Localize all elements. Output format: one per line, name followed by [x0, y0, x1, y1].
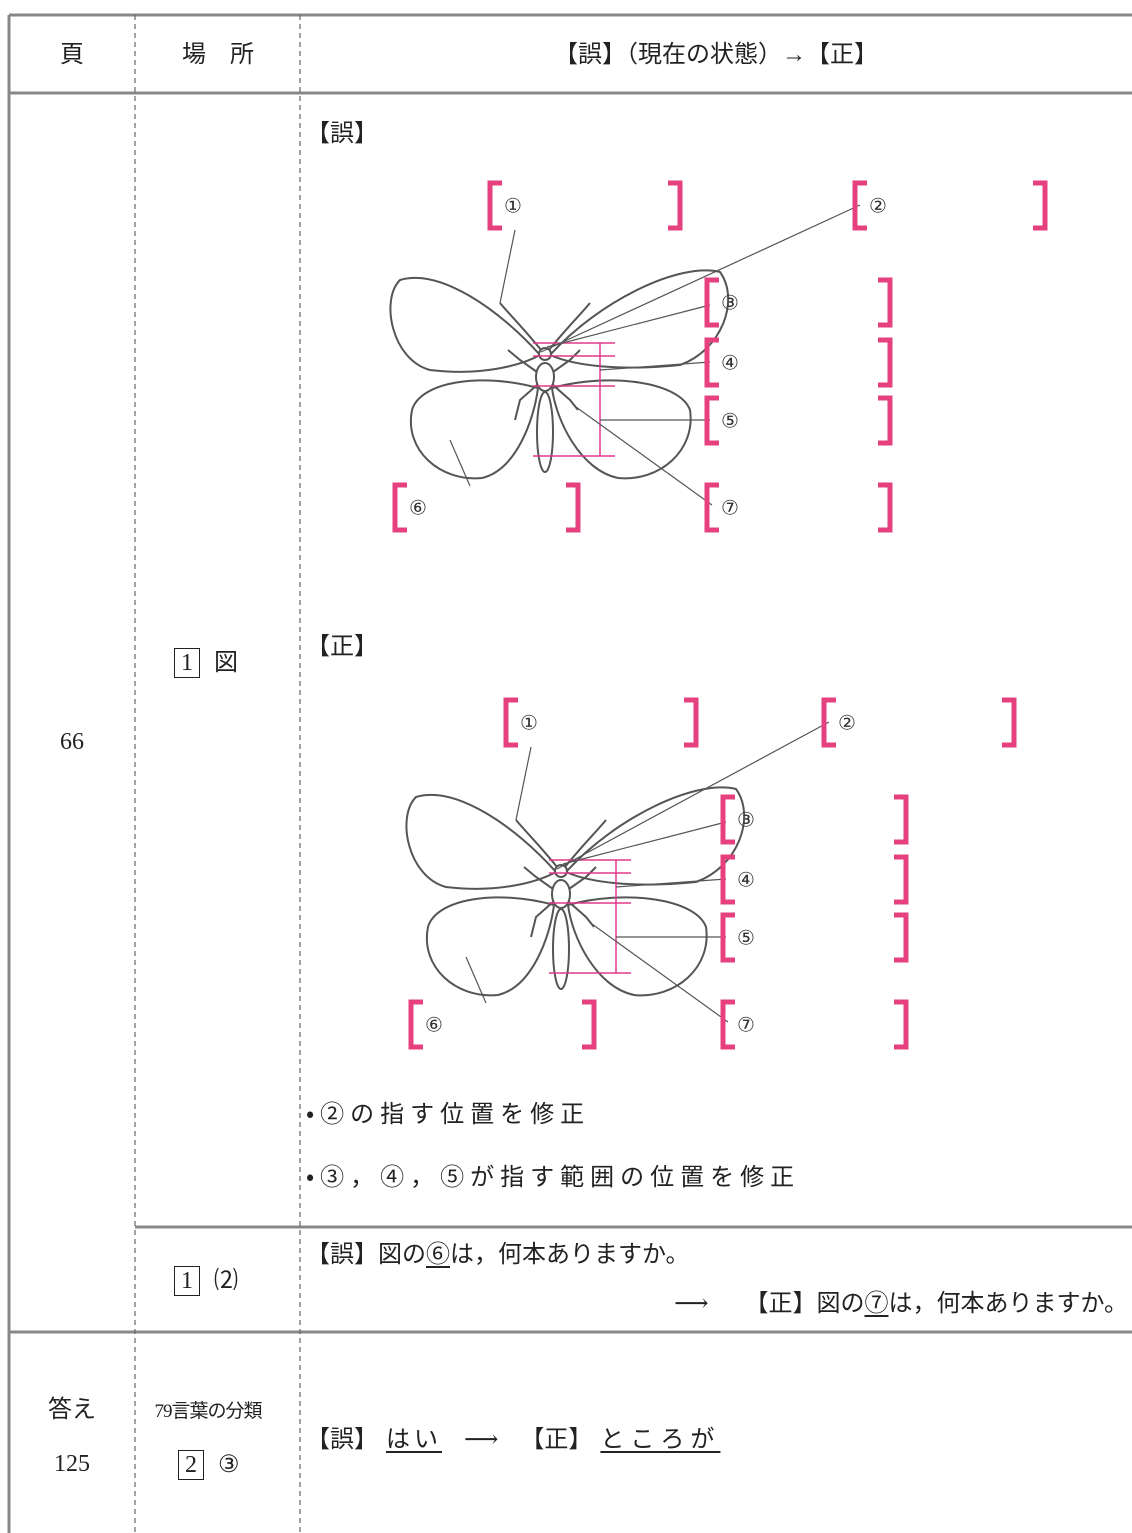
- bracket: [704, 395, 893, 446]
- bracket: [704, 337, 893, 388]
- text: ところが: [600, 1427, 721, 1453]
- figure-label: ⑥: [409, 496, 427, 520]
- leader-line: [546, 304, 711, 348]
- correct-label: 【正】: [306, 634, 378, 660]
- text: はい: [386, 1427, 442, 1453]
- leader-line: [465, 956, 487, 1004]
- place-text: 図: [214, 650, 238, 676]
- wrong-label: 【誤】: [306, 1427, 378, 1453]
- text: 図の: [816, 1291, 865, 1317]
- place-box: 2: [178, 1450, 204, 1480]
- leader-line: [591, 923, 729, 1023]
- leader-line: [499, 229, 516, 304]
- note: ・③，④，⑤が指す範囲の位置を修正: [306, 1165, 801, 1191]
- text: 図の: [378, 1242, 426, 1268]
- page-number: 答え: [48, 1397, 96, 1423]
- figure-label: ③: [721, 291, 739, 315]
- bracket: [852, 180, 1048, 231]
- place-box: 1: [174, 648, 200, 678]
- header-cell: 場 所: [182, 42, 254, 68]
- butterfly-figure: ① ② ③ ④ ⑤ ⑥ ⑦: [405, 697, 1017, 1050]
- correct-label: 【正】: [520, 1427, 593, 1453]
- bracket: [704, 277, 893, 328]
- figure-label: ④: [737, 868, 755, 892]
- bracket: [392, 482, 581, 533]
- leader-line: [575, 406, 713, 506]
- bracket: [821, 697, 1017, 748]
- leader-line: [556, 721, 830, 870]
- figure-label: ①: [504, 194, 522, 218]
- header-cell: 【誤】（現在の状態）→【正】: [554, 42, 878, 68]
- bracket: [408, 999, 597, 1050]
- figure-label: ②: [869, 194, 887, 218]
- leader-line: [615, 878, 727, 888]
- bracket: [487, 180, 683, 231]
- place-heading: 79言葉の分類: [154, 1401, 262, 1422]
- page-number: 66: [60, 729, 84, 755]
- figure-label: ④: [721, 351, 739, 375]
- bracket: [503, 697, 699, 748]
- place-text: ③: [218, 1452, 240, 1478]
- arrow: ⟶: [464, 1427, 499, 1453]
- correct-text: ⟶ 【正】図の⑦は，何本ありますか。: [674, 1292, 1128, 1316]
- figure-label: ①: [520, 711, 538, 735]
- butterfly: [389, 269, 730, 480]
- bracket: [720, 999, 909, 1050]
- butterfly-figure: ① ② ③ ④ ⑤ ⑥ ⑦: [389, 180, 1048, 533]
- leader-line: [515, 746, 532, 821]
- leader-line: [540, 204, 861, 353]
- answer-text: 【誤】 はい ⟶ 【正】 ところが: [306, 1428, 720, 1452]
- header-cell: 頁: [60, 42, 84, 68]
- figure-label: ⑤: [721, 409, 739, 433]
- place-box: 1: [174, 1266, 200, 1296]
- leader-line: [599, 361, 711, 371]
- place: 1⑵: [174, 1266, 238, 1296]
- page-number: 125: [54, 1451, 90, 1477]
- figure-label: ⑤: [737, 926, 755, 950]
- text: ⑥: [426, 1242, 450, 1268]
- butterfly: [405, 786, 746, 997]
- bracket: [720, 854, 909, 905]
- figure-label: ⑦: [737, 1013, 755, 1037]
- correct-label: 【正】: [744, 1291, 817, 1317]
- bracket: [720, 794, 909, 845]
- wrong-label: 【誤】: [306, 121, 378, 147]
- wrong-label: 【誤】: [306, 1242, 378, 1268]
- arrow: ⟶: [674, 1291, 709, 1317]
- bracket: [704, 482, 893, 533]
- bracket: [720, 912, 909, 963]
- leader-line: [562, 821, 727, 865]
- wrong-text: 【誤】図の⑥は，何本ありますか。: [306, 1243, 690, 1267]
- place-text: ⑵: [214, 1268, 238, 1294]
- figure-label: ⑦: [721, 496, 739, 520]
- figure-label: ③: [737, 808, 755, 832]
- figure-label: ⑥: [425, 1013, 443, 1037]
- text: は，何本ありますか。: [450, 1242, 690, 1268]
- text: ⑦: [864, 1291, 889, 1317]
- leader-line: [449, 439, 471, 487]
- text: は，何本ありますか。: [888, 1291, 1128, 1317]
- note: ・②の指す位置を修正: [306, 1102, 591, 1128]
- figure-label: ②: [838, 711, 856, 735]
